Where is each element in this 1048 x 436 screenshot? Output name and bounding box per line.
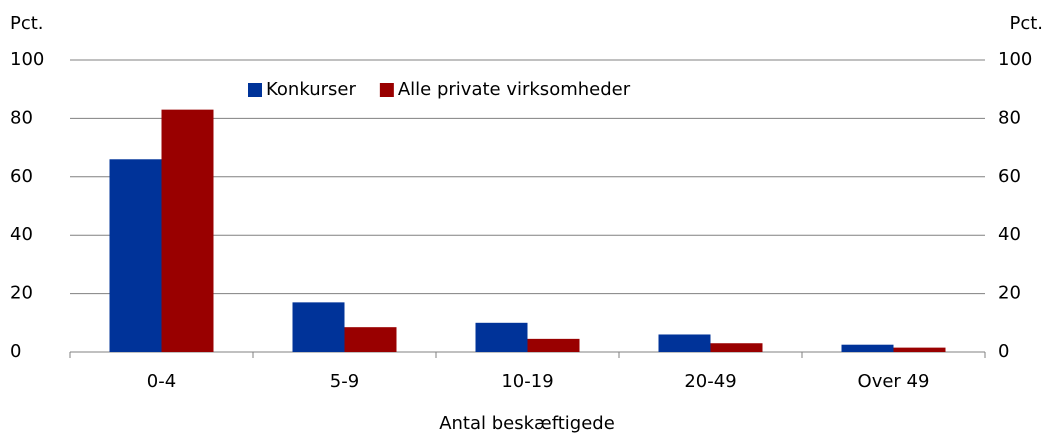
bar — [161, 109, 214, 352]
y2-tick-label: 80 — [998, 107, 1021, 128]
y2-tick-label: 0 — [998, 341, 1009, 362]
bar — [292, 302, 345, 352]
legend-swatch — [248, 83, 262, 97]
y-tick-label: 80 — [10, 107, 33, 128]
bar — [893, 347, 946, 352]
y-tick-label: 0 — [10, 341, 21, 362]
y-tick-label: 60 — [10, 166, 33, 187]
legend-label: Konkurser — [266, 79, 356, 100]
x-tick-label: Over 49 — [858, 371, 930, 392]
x-tick-label: 20-49 — [684, 371, 736, 392]
x-tick-label: 5-9 — [330, 371, 359, 392]
y-axis-label: Pct. — [10, 13, 44, 34]
x-axis-label: Antal beskæftigede — [439, 413, 615, 434]
y2-tick-label: 100 — [998, 49, 1032, 70]
bar — [527, 338, 580, 352]
x-tick-label: 0-4 — [147, 371, 176, 392]
y2-tick-label: 40 — [998, 224, 1021, 245]
y-tick-label: 20 — [10, 283, 33, 304]
legend-label: Alle private virksomheder — [398, 79, 631, 100]
y-tick-label: 40 — [10, 224, 33, 245]
legend-swatch — [379, 83, 394, 97]
bar — [841, 344, 894, 352]
bar — [344, 327, 397, 352]
bar — [658, 334, 711, 352]
y-tick-label: 100 — [10, 49, 44, 70]
x-tick-label: 10-19 — [501, 371, 553, 392]
y2-tick-label: 20 — [998, 283, 1021, 304]
y2-axis-label: Pct. — [1009, 13, 1043, 34]
bar — [109, 159, 162, 352]
bar — [475, 322, 528, 352]
bar — [710, 343, 763, 352]
y2-tick-label: 60 — [998, 166, 1021, 187]
